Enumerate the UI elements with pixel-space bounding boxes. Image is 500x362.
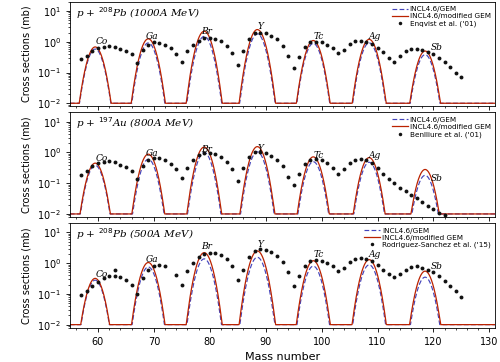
Text: Br: Br [202,144,212,153]
Text: Co: Co [95,154,108,163]
INCL4.6/modified GEM [62,212,68,216]
INCL4.6/GEM [485,212,491,216]
Legend: INCL4.6/GEM, INCL4.6/modified GEM, Benlliure et al. ('01): INCL4.6/GEM, INCL4.6/modified GEM, Benll… [391,116,492,138]
INCL4.6/GEM [485,323,491,327]
INCL4.6/modified GEM [485,323,491,327]
INCL4.6/GEM [485,323,491,327]
Y-axis label: Cross sections (mb): Cross sections (mb) [22,227,32,324]
Text: Co: Co [95,37,108,46]
Text: Tc: Tc [314,151,324,160]
Y-axis label: Cross sections (mb): Cross sections (mb) [22,6,32,102]
INCL4.6/GEM [405,323,411,327]
INCL4.6/modified GEM [485,101,491,105]
INCL4.6/GEM [262,269,268,273]
Line: INCL4.6/GEM: INCL4.6/GEM [64,34,500,103]
INCL4.6/GEM [62,323,68,327]
INCL4.6/modified GEM [498,212,500,216]
Text: Y: Y [258,240,264,248]
INCL4.6/GEM [254,255,260,260]
INCL4.6/modified GEM [254,249,260,253]
INCL4.6/GEM [274,212,280,216]
INCL4.6/GEM [84,63,89,67]
INCL4.6/GEM [498,101,500,105]
Text: p + $^{208}$Pb (500A MeV): p + $^{208}$Pb (500A MeV) [76,226,194,242]
Text: p + $^{208}$Pb (1000A MeV): p + $^{208}$Pb (1000A MeV) [76,5,200,21]
INCL4.6/modified GEM [485,212,491,216]
INCL4.6/GEM [485,101,491,105]
INCL4.6/GEM [84,179,89,184]
INCL4.6/modified GEM [262,158,268,162]
Text: Ag: Ag [369,250,382,259]
Line: INCL4.6/modified GEM: INCL4.6/modified GEM [64,147,500,214]
INCL4.6/modified GEM [405,101,411,105]
Text: Y: Y [258,22,264,31]
INCL4.6/modified GEM [274,212,280,216]
Text: Co: Co [95,270,108,279]
INCL4.6/GEM [254,32,260,36]
INCL4.6/modified GEM [485,212,491,216]
INCL4.6/GEM [405,212,411,216]
INCL4.6/modified GEM [84,61,89,65]
INCL4.6/modified GEM [274,323,280,327]
INCL4.6/modified GEM [254,144,260,149]
Line: INCL4.6/modified GEM: INCL4.6/modified GEM [64,30,500,103]
Legend: INCL4.6/GEM, INCL4.6/modified GEM, Enqvist et al. ('01): INCL4.6/GEM, INCL4.6/modified GEM, Enqvi… [391,5,492,28]
INCL4.6/GEM [254,150,260,154]
INCL4.6/modified GEM [498,323,500,327]
INCL4.6/GEM [262,163,268,168]
INCL4.6/modified GEM [485,101,491,105]
X-axis label: Mass number: Mass number [245,352,320,362]
INCL4.6/modified GEM [498,101,500,105]
Legend: INCL4.6/GEM, INCL4.6/modified GEM, Rodriguez-Sanchez et al. ('15): INCL4.6/GEM, INCL4.6/modified GEM, Rodri… [363,227,492,249]
Text: Br: Br [202,28,212,36]
INCL4.6/modified GEM [62,101,68,105]
Text: Br: Br [202,242,212,251]
Text: p + $^{197}$Au (800A MeV): p + $^{197}$Au (800A MeV) [76,115,194,131]
INCL4.6/modified GEM [485,323,491,327]
INCL4.6/modified GEM [84,177,89,181]
Text: Ga: Ga [146,32,158,41]
INCL4.6/modified GEM [262,41,268,45]
Text: Ga: Ga [146,149,158,157]
INCL4.6/modified GEM [62,323,68,327]
Text: Sb: Sb [430,174,442,183]
INCL4.6/GEM [274,323,280,327]
Text: Ag: Ag [369,151,382,160]
Text: Ag: Ag [369,32,382,41]
INCL4.6/modified GEM [262,262,268,267]
Text: Tc: Tc [314,32,324,41]
INCL4.6/GEM [485,212,491,216]
INCL4.6/GEM [84,294,89,298]
INCL4.6/GEM [405,101,411,105]
Text: Tc: Tc [314,250,324,259]
INCL4.6/GEM [498,212,500,216]
Line: INCL4.6/modified GEM: INCL4.6/modified GEM [64,251,500,325]
Text: Ga: Ga [146,255,158,264]
INCL4.6/modified GEM [254,28,260,32]
INCL4.6/modified GEM [405,212,411,216]
INCL4.6/GEM [485,101,491,105]
INCL4.6/modified GEM [274,101,280,105]
Text: Sb: Sb [430,43,442,52]
INCL4.6/modified GEM [405,323,411,327]
INCL4.6/GEM [498,323,500,327]
Y-axis label: Cross sections (mb): Cross sections (mb) [22,117,32,213]
Line: INCL4.6/GEM: INCL4.6/GEM [64,257,500,325]
INCL4.6/modified GEM [84,292,89,296]
Text: Y: Y [258,144,264,153]
INCL4.6/GEM [274,101,280,105]
Text: Sb: Sb [430,262,442,271]
Line: INCL4.6/GEM: INCL4.6/GEM [64,152,500,214]
INCL4.6/GEM [62,101,68,105]
INCL4.6/GEM [262,45,268,50]
INCL4.6/GEM [62,212,68,216]
